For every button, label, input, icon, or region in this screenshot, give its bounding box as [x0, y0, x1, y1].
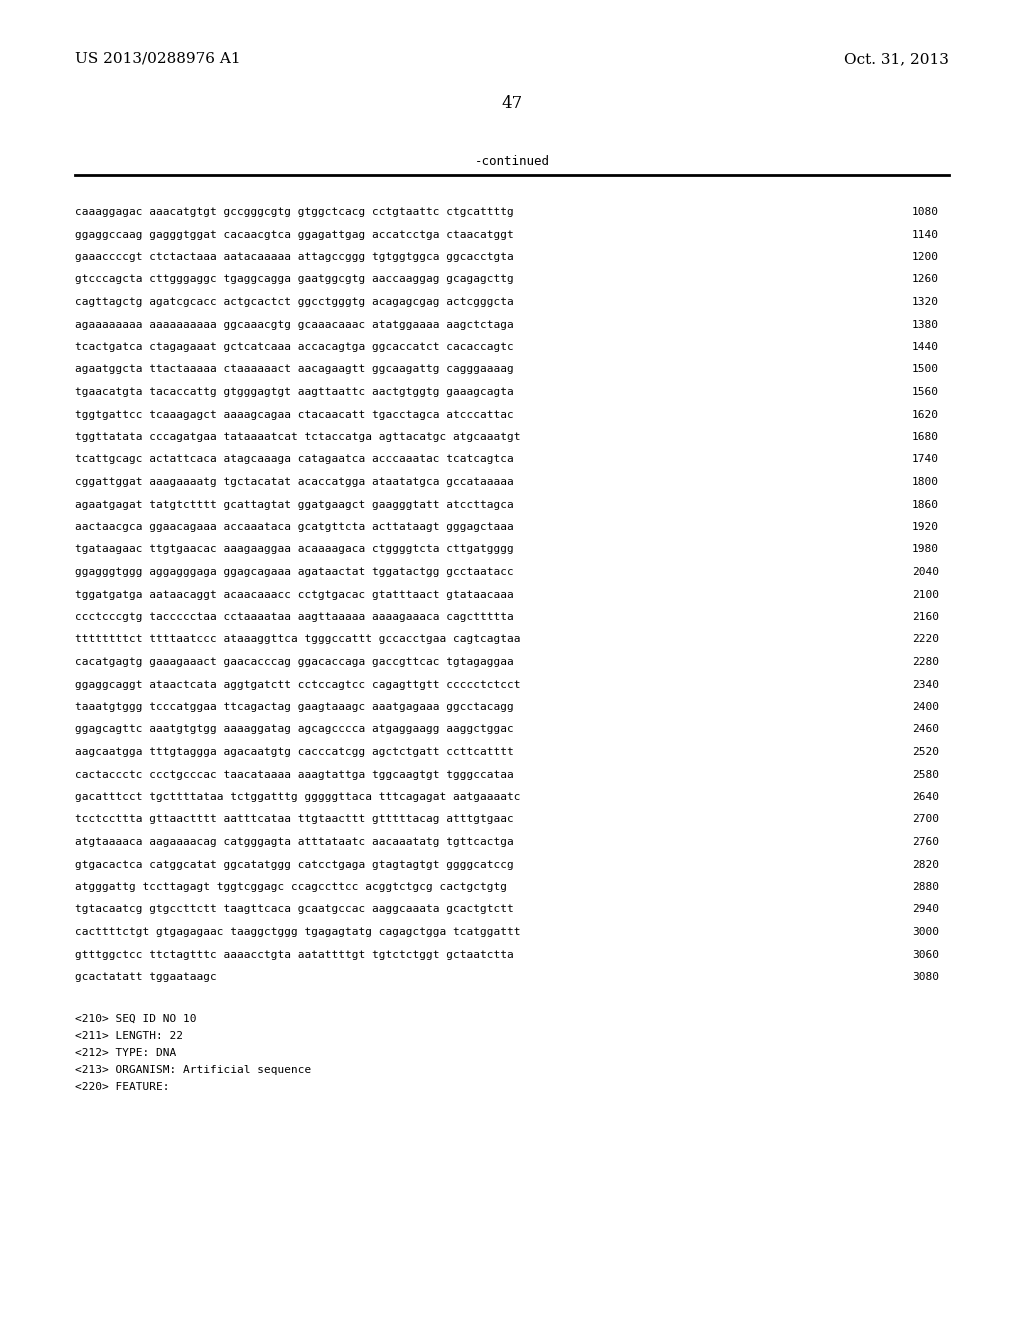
Text: 2040: 2040: [912, 568, 939, 577]
Text: US 2013/0288976 A1: US 2013/0288976 A1: [75, 51, 241, 66]
Text: 2700: 2700: [912, 814, 939, 825]
Text: 3000: 3000: [912, 927, 939, 937]
Text: Oct. 31, 2013: Oct. 31, 2013: [844, 51, 949, 66]
Text: <220> FEATURE:: <220> FEATURE:: [75, 1082, 170, 1092]
Text: 2160: 2160: [912, 612, 939, 622]
Text: 1740: 1740: [912, 454, 939, 465]
Text: atgtaaaaca aagaaaacag catgggagta atttataatc aacaaatatg tgttcactga: atgtaaaaca aagaaaacag catgggagta atttata…: [75, 837, 514, 847]
Text: 2220: 2220: [912, 635, 939, 644]
Text: 47: 47: [502, 95, 522, 112]
Text: agaatggcta ttactaaaaa ctaaaaaact aacagaagtt ggcaagattg cagggaaaag: agaatggcta ttactaaaaa ctaaaaaact aacagaa…: [75, 364, 514, 375]
Text: 1500: 1500: [912, 364, 939, 375]
Text: 3060: 3060: [912, 949, 939, 960]
Text: 2520: 2520: [912, 747, 939, 756]
Text: cactaccctc ccctgcccac taacataaaa aaagtattga tggcaagtgt tgggccataa: cactaccctc ccctgcccac taacataaaa aaagtat…: [75, 770, 514, 780]
Text: cacatgagtg gaaagaaact gaacacccag ggacaccaga gaccgttcac tgtagaggaa: cacatgagtg gaaagaaact gaacacccag ggacacc…: [75, 657, 514, 667]
Text: 2580: 2580: [912, 770, 939, 780]
Text: gtcccagcta cttgggaggc tgaggcagga gaatggcgtg aaccaaggag gcagagcttg: gtcccagcta cttgggaggc tgaggcagga gaatggc…: [75, 275, 514, 285]
Text: atgggattg tccttagagt tggtcggagc ccagccttcc acggtctgcg cactgctgtg: atgggattg tccttagagt tggtcggagc ccagcctt…: [75, 882, 507, 892]
Text: gacatttcct tgcttttataa tctggatttg gggggttaca tttcagagat aatgaaaatc: gacatttcct tgcttttataa tctggatttg gggggt…: [75, 792, 520, 803]
Text: aagcaatgga tttgtaggga agacaatgtg cacccatcgg agctctgatt ccttcatttt: aagcaatgga tttgtaggga agacaatgtg cacccat…: [75, 747, 514, 756]
Text: 1260: 1260: [912, 275, 939, 285]
Text: 2940: 2940: [912, 904, 939, 915]
Text: tcattgcagc actattcaca atagcaaaga catagaatca acccaaatac tcatcagtca: tcattgcagc actattcaca atagcaaaga catagaa…: [75, 454, 514, 465]
Text: 2100: 2100: [912, 590, 939, 599]
Text: ggaggcaggt ataactcata aggtgatctt cctccagtcc cagagttgtt ccccctctcct: ggaggcaggt ataactcata aggtgatctt cctccag…: [75, 680, 520, 689]
Text: tggatgatga aataacaggt acaacaaacc cctgtgacac gtatttaact gtataacaaa: tggatgatga aataacaggt acaacaaacc cctgtga…: [75, 590, 514, 599]
Text: -continued: -continued: [474, 154, 550, 168]
Text: 1980: 1980: [912, 544, 939, 554]
Text: 2280: 2280: [912, 657, 939, 667]
Text: agaatgagat tatgtctttt gcattagtat ggatgaagct gaagggtatt atccttagca: agaatgagat tatgtctttt gcattagtat ggatgaa…: [75, 499, 514, 510]
Text: 1140: 1140: [912, 230, 939, 239]
Text: tggtgattcc tcaaagagct aaaagcagaa ctacaacatt tgacctagca atcccattac: tggtgattcc tcaaagagct aaaagcagaa ctacaac…: [75, 409, 514, 420]
Text: gtttggctcc ttctagtttc aaaacctgta aatattttgt tgtctctggt gctaatctta: gtttggctcc ttctagtttc aaaacctgta aatattt…: [75, 949, 514, 960]
Text: ggagcagttc aaatgtgtgg aaaaggatag agcagcccca atgaggaagg aaggctggac: ggagcagttc aaatgtgtgg aaaaggatag agcagcc…: [75, 725, 514, 734]
Text: 3080: 3080: [912, 972, 939, 982]
Text: 1380: 1380: [912, 319, 939, 330]
Text: cggattggat aaagaaaatg tgctacatat acaccatgga ataatatgca gccataaaaa: cggattggat aaagaaaatg tgctacatat acaccat…: [75, 477, 514, 487]
Text: tgtacaatcg gtgccttctt taagttcaca gcaatgccac aaggcaaata gcactgtctt: tgtacaatcg gtgccttctt taagttcaca gcaatgc…: [75, 904, 514, 915]
Text: ggaggccaag gagggtggat cacaacgtca ggagattgag accatcctga ctaacatggt: ggaggccaag gagggtggat cacaacgtca ggagatt…: [75, 230, 514, 239]
Text: 2880: 2880: [912, 882, 939, 892]
Text: gtgacactca catggcatat ggcatatggg catcctgaga gtagtagtgt ggggcatccg: gtgacactca catggcatat ggcatatggg catcctg…: [75, 859, 514, 870]
Text: tgataagaac ttgtgaacac aaagaaggaa acaaaagaca ctggggtcta cttgatgggg: tgataagaac ttgtgaacac aaagaaggaa acaaaag…: [75, 544, 514, 554]
Text: <210> SEQ ID NO 10: <210> SEQ ID NO 10: [75, 1014, 197, 1024]
Text: gcactatatt tggaataagc: gcactatatt tggaataagc: [75, 972, 217, 982]
Text: <211> LENGTH: 22: <211> LENGTH: 22: [75, 1031, 183, 1041]
Text: 1560: 1560: [912, 387, 939, 397]
Text: cagttagctg agatcgcacc actgcactct ggcctgggtg acagagcgag actcgggcta: cagttagctg agatcgcacc actgcactct ggcctgg…: [75, 297, 514, 308]
Text: tcactgatca ctagagaaat gctcatcaaa accacagtga ggcaccatct cacaccagtc: tcactgatca ctagagaaat gctcatcaaa accacag…: [75, 342, 514, 352]
Text: ccctcccgtg taccccctaa cctaaaataa aagttaaaaa aaaagaaaca cagcttttta: ccctcccgtg taccccctaa cctaaaataa aagttaa…: [75, 612, 514, 622]
Text: ttttttttct ttttaatccc ataaaggttca tgggccattt gccacctgaa cagtcagtaa: ttttttttct ttttaatccc ataaaggttca tgggcc…: [75, 635, 520, 644]
Text: 1620: 1620: [912, 409, 939, 420]
Text: caaaggagac aaacatgtgt gccgggcgtg gtggctcacg cctgtaattc ctgcattttg: caaaggagac aaacatgtgt gccgggcgtg gtggctc…: [75, 207, 514, 216]
Text: 2820: 2820: [912, 859, 939, 870]
Text: 2340: 2340: [912, 680, 939, 689]
Text: 1080: 1080: [912, 207, 939, 216]
Text: gaaaccccgt ctctactaaa aatacaaaaa attagccggg tgtggtggca ggcacctgta: gaaaccccgt ctctactaaa aatacaaaaa attagcc…: [75, 252, 514, 261]
Text: 1200: 1200: [912, 252, 939, 261]
Text: taaatgtggg tcccatggaa ttcagactag gaagtaaagc aaatgagaaa ggcctacagg: taaatgtggg tcccatggaa ttcagactag gaagtaa…: [75, 702, 514, 711]
Text: agaaaaaaaa aaaaaaaaaa ggcaaacgtg gcaaacaaac atatggaaaa aagctctaga: agaaaaaaaa aaaaaaaaaa ggcaaacgtg gcaaaca…: [75, 319, 514, 330]
Text: 1920: 1920: [912, 521, 939, 532]
Text: 2760: 2760: [912, 837, 939, 847]
Text: tcctccttta gttaactttt aatttcataa ttgtaacttt gtttttacag atttgtgaac: tcctccttta gttaactttt aatttcataa ttgtaac…: [75, 814, 514, 825]
Text: <213> ORGANISM: Artificial sequence: <213> ORGANISM: Artificial sequence: [75, 1065, 311, 1074]
Text: 1860: 1860: [912, 499, 939, 510]
Text: 1800: 1800: [912, 477, 939, 487]
Text: 2640: 2640: [912, 792, 939, 803]
Text: tggttatata cccagatgaa tataaaatcat tctaccatga agttacatgc atgcaaatgt: tggttatata cccagatgaa tataaaatcat tctacc…: [75, 432, 520, 442]
Text: aactaacgca ggaacagaaa accaaataca gcatgttcta acttataagt gggagctaaa: aactaacgca ggaacagaaa accaaataca gcatgtt…: [75, 521, 514, 532]
Text: cacttttctgt gtgagagaac taaggctggg tgagagtatg cagagctgga tcatggattt: cacttttctgt gtgagagaac taaggctggg tgagag…: [75, 927, 520, 937]
Text: <212> TYPE: DNA: <212> TYPE: DNA: [75, 1048, 176, 1059]
Text: 1320: 1320: [912, 297, 939, 308]
Text: 2460: 2460: [912, 725, 939, 734]
Text: ggagggtggg aggagggaga ggagcagaaa agataactat tggatactgg gcctaatacc: ggagggtggg aggagggaga ggagcagaaa agataac…: [75, 568, 514, 577]
Text: 1680: 1680: [912, 432, 939, 442]
Text: tgaacatgta tacaccattg gtgggagtgt aagttaattc aactgtggtg gaaagcagta: tgaacatgta tacaccattg gtgggagtgt aagttaa…: [75, 387, 514, 397]
Text: 2400: 2400: [912, 702, 939, 711]
Text: 1440: 1440: [912, 342, 939, 352]
